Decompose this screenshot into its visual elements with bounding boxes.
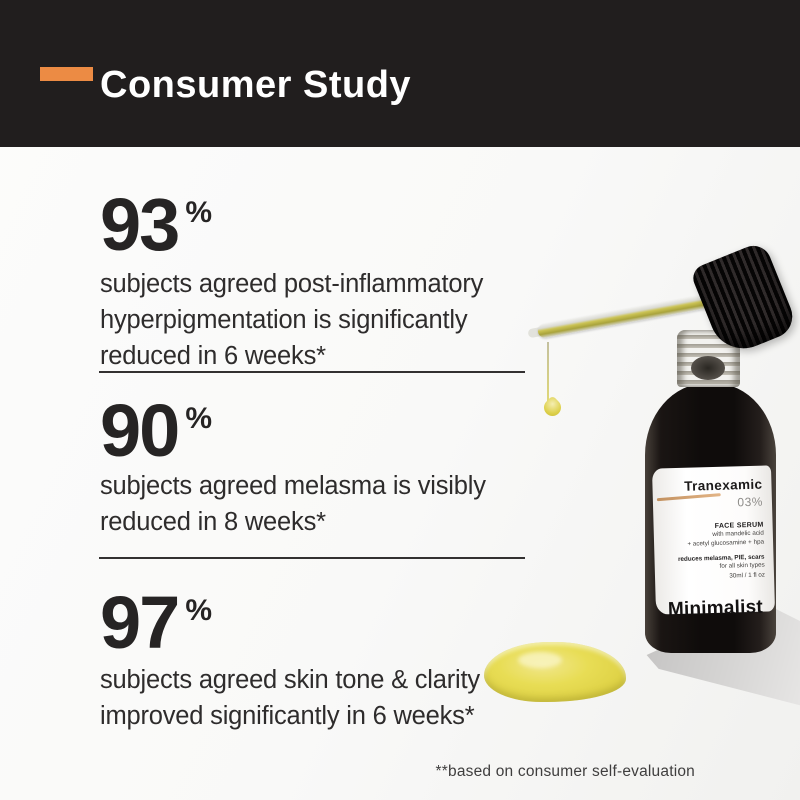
stat-value: 93 [100, 183, 180, 266]
label-ingredients-2: + acetyl glucosamine + hpa [687, 538, 765, 548]
stat-description: subjects agreed post-inflammatory hyperp… [100, 270, 484, 370]
brand-name: Minimalist [667, 596, 764, 620]
percent-sign: % [185, 594, 212, 627]
accent-dash-icon [40, 67, 93, 81]
label-volume: 30ml / 1 fl oz [729, 571, 766, 580]
serum-droplet [540, 395, 565, 420]
header-banner: Consumer Study [0, 0, 800, 147]
bottle-label: Tranexamic 03% FACE SERUM with mandelic … [651, 465, 776, 620]
stat-description: subjects agreed skin tone & clarity impr… [100, 666, 480, 730]
footnote: **based on consumer self-evaluation [435, 763, 695, 780]
label-product-name: Tranexamic [683, 476, 763, 494]
divider [99, 371, 525, 373]
stat-value: 97 [100, 581, 180, 664]
stat-block-hyperpigmentation: 93 % [100, 188, 212, 262]
percent-sign: % [185, 402, 212, 435]
serum-drip [547, 342, 549, 402]
stat-block-melasma: 90 % [100, 394, 212, 468]
stat-description: subjects agreed melasma is visibly reduc… [100, 472, 486, 536]
serum-spill [484, 642, 626, 702]
divider [99, 557, 525, 559]
stat-value: 90 [100, 389, 180, 472]
stat-block-skin-tone: 97 % [100, 586, 212, 660]
page-title: Consumer Study [100, 64, 412, 106]
percent-sign: % [185, 196, 212, 229]
